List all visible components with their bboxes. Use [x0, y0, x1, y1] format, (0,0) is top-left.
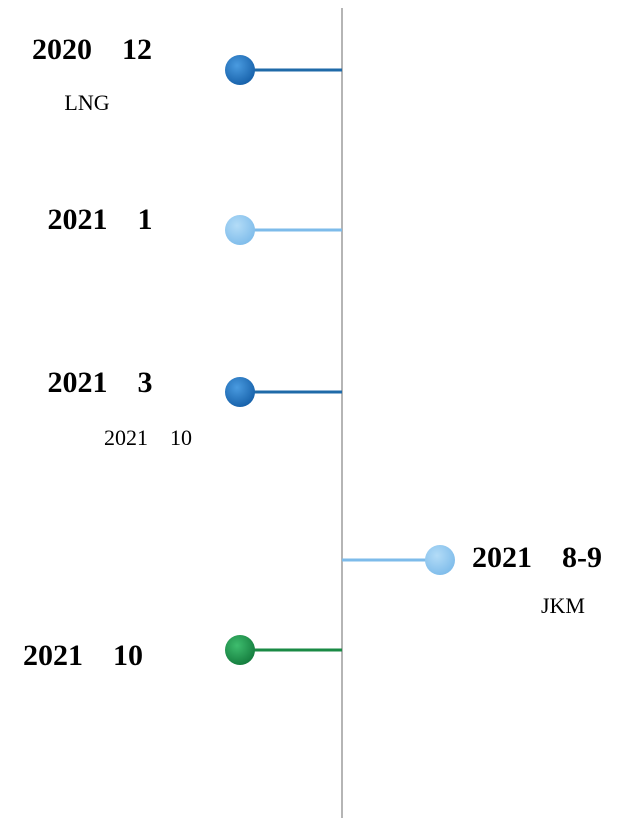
event-title: 2020 12 — [32, 33, 152, 66]
event-dot — [425, 545, 455, 575]
event-dot — [225, 635, 255, 665]
event-subtitle: JKM — [541, 593, 585, 618]
event-dot — [225, 55, 255, 85]
event-title: 2021 3 — [48, 366, 153, 399]
event-dot — [225, 215, 255, 245]
event-dot — [225, 377, 255, 407]
event-title: 2021 10 — [23, 639, 143, 672]
event-title: 2021 8-9 — [472, 541, 602, 574]
event-subtitle: 2021 10 — [104, 425, 192, 450]
event-subtitle: LNG — [64, 90, 109, 115]
event-title: 2021 1 — [48, 203, 153, 236]
